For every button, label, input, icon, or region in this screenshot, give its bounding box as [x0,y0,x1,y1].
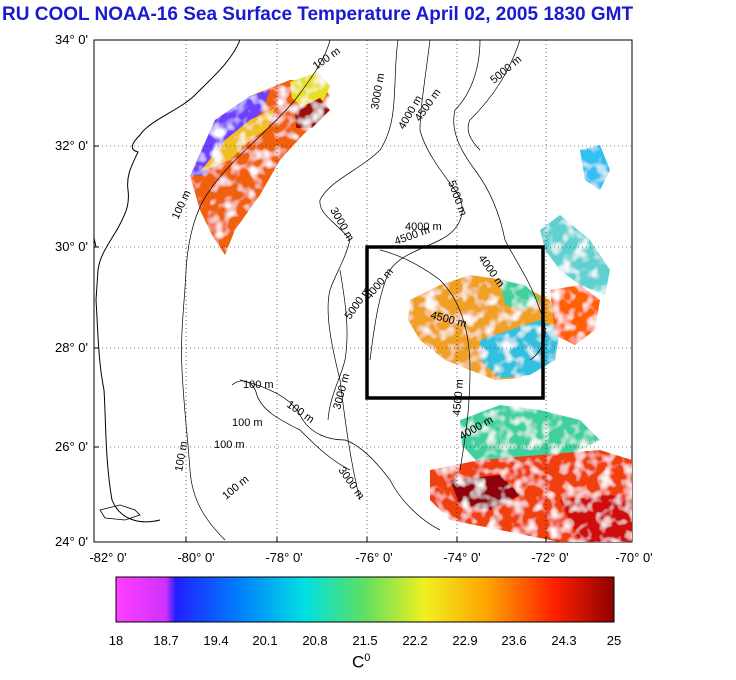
contour-label: 100 m [232,417,263,429]
lat-label: 26° 0' [55,439,88,454]
unit-label: C [352,652,365,672]
colorbar-ticks: 18 18.7 19.4 20.1 20.8 21.5 22.2 22.9 23… [109,633,621,648]
colorbar-tick: 20.1 [252,633,277,648]
latitude-labels: 34° 0' 32° 0' 30° 0' 28° 0' 26° 0' 24° 0… [55,32,88,549]
florida-coastline [93,39,241,523]
contour-label: 100 m [214,439,245,451]
lon-label: -80° 0' [177,550,214,565]
colorbar-tick: 25 [607,633,621,648]
lon-label: -74° 0' [443,550,480,565]
sst-data-layer [190,72,632,542]
bathymetry-contours [181,39,546,541]
colorbar-tick: 24.3 [551,633,576,648]
colorbar [115,576,615,623]
lon-label: -72° 0' [531,550,568,565]
unit-superscript: 0 [364,652,371,664]
contour-label: 4500 m [451,379,466,417]
contour-label: 4000 m [405,221,442,233]
colorbar-tick: 22.2 [402,633,427,648]
lat-label: 24° 0' [55,534,88,549]
lat-label: 30° 0' [55,239,88,254]
colorbar-tick: 20.8 [302,633,327,648]
colorbar-unit: C0 [352,652,370,673]
florida-keys [99,504,141,521]
colorbar-tick: 18 [109,633,123,648]
lat-label: 34° 0' [55,32,88,47]
study-area-box [365,245,545,400]
colorbar-tick: 21.5 [352,633,377,648]
longitude-labels: -82° 0' -80° 0' -78° 0' -76° 0' -74° 0' … [89,550,652,565]
colorbar-tick: 19.4 [203,633,228,648]
colorbar-tick: 22.9 [452,633,477,648]
lon-label: -82° 0' [89,550,126,565]
lon-label: -70° 0' [615,550,652,565]
lon-label: -78° 0' [265,550,302,565]
colorbar-tick: 23.6 [501,633,526,648]
contour-label: 100 m [243,379,274,391]
lon-label: -76° 0' [355,550,392,565]
lat-label: 28° 0' [55,340,88,355]
colorbar-tick: 18.7 [153,633,178,648]
contour-label: 100 m [173,440,190,472]
lat-label: 32° 0' [55,138,88,153]
map-title: RU COOL NOAA-16 Sea Surface Temperature … [2,4,634,25]
axis-ticks [94,39,547,543]
